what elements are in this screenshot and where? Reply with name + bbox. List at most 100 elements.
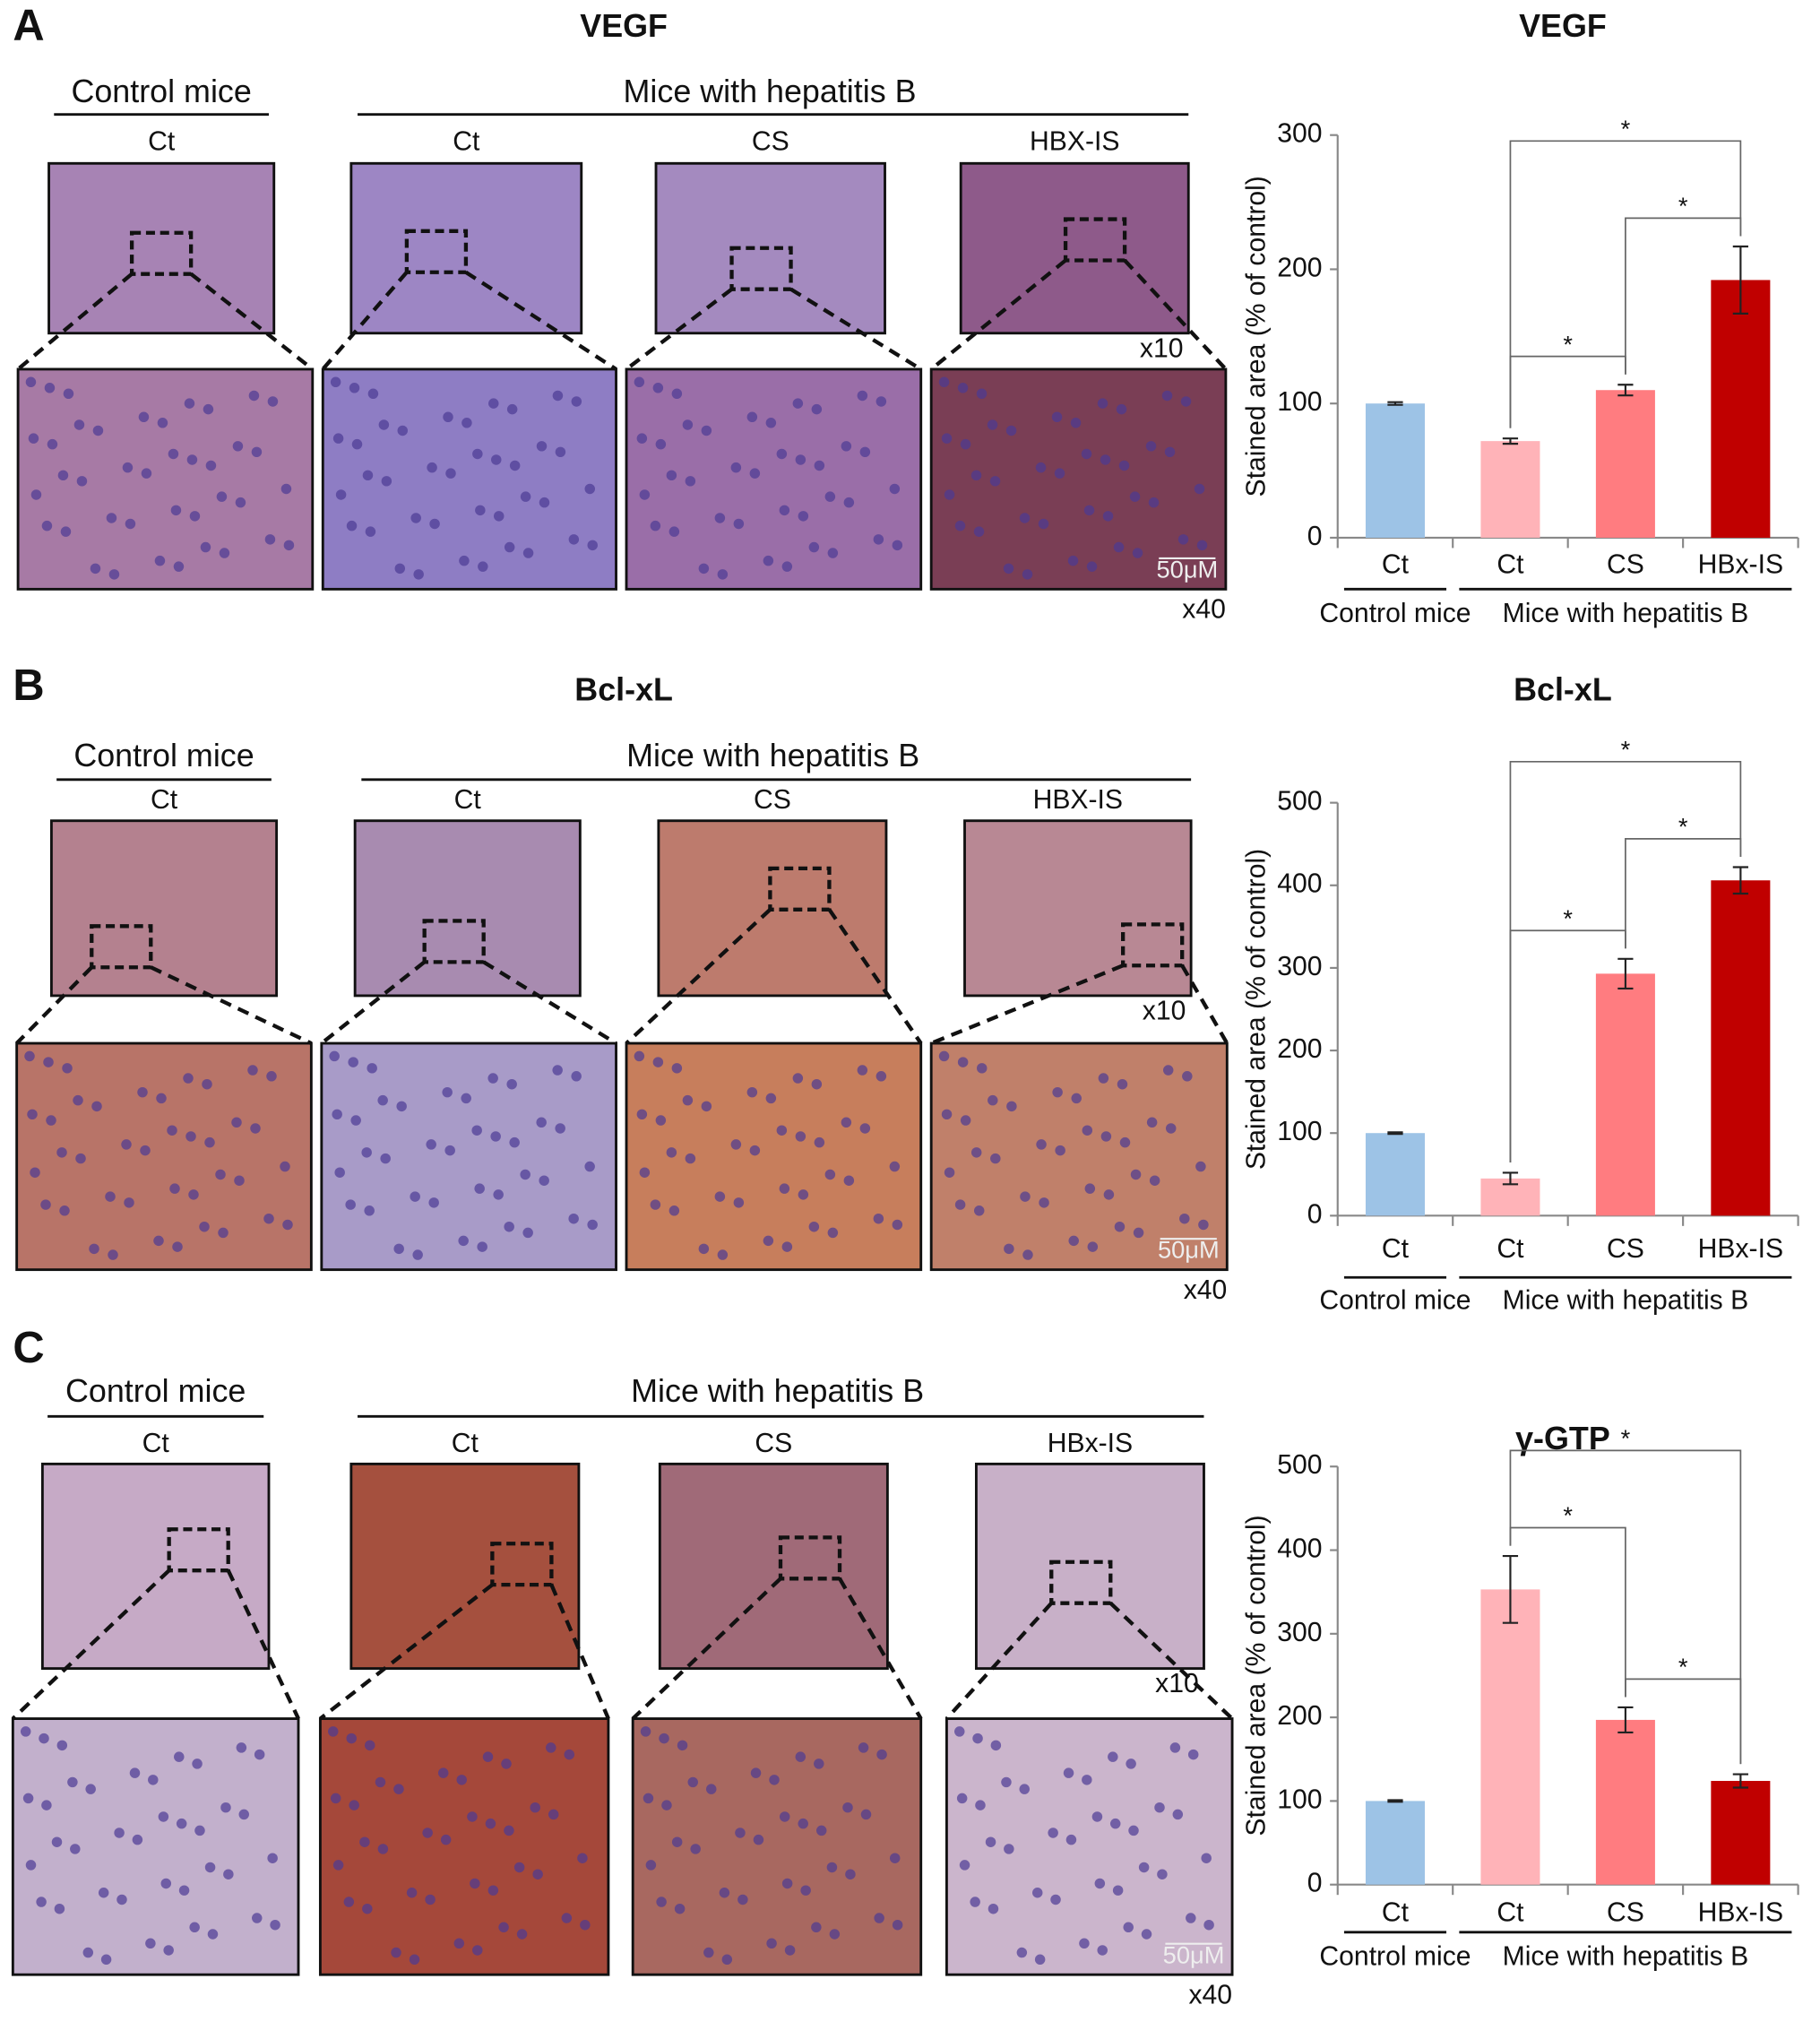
nucleus (409, 1954, 420, 1965)
nucleus (425, 1894, 436, 1905)
nucleus (776, 448, 788, 460)
nucleus (413, 569, 424, 580)
histology-high-mag (11, 1717, 300, 1976)
nucleus (717, 1249, 729, 1260)
zoom-line (189, 272, 315, 371)
nucleus (487, 1885, 499, 1896)
group-label: Mice with hepatitis B (631, 1373, 924, 1409)
nucleus (235, 497, 246, 508)
nucleus (1022, 1249, 1033, 1260)
nucleus (892, 1219, 903, 1231)
nucleus (200, 541, 211, 553)
nucleus (1100, 454, 1111, 465)
nucleus (666, 1147, 677, 1158)
nucleus (730, 462, 742, 473)
nucleus (178, 1885, 190, 1896)
histology-high-mag (321, 367, 617, 591)
nucleus (682, 1094, 694, 1106)
bar (1595, 390, 1655, 538)
group-label: Control mice (1319, 1941, 1471, 1971)
nucleus (987, 419, 998, 430)
nucleus (811, 1922, 822, 1933)
nucleus (67, 1776, 78, 1788)
nucleus (247, 1065, 258, 1076)
nucleus (1097, 1945, 1108, 1956)
nucleus (1145, 441, 1157, 452)
nucleus (1070, 418, 1082, 428)
nucleus (252, 1913, 263, 1923)
nucleus (189, 1922, 200, 1933)
nucleus (1006, 1101, 1017, 1112)
nucleus (636, 1109, 648, 1120)
nucleus (346, 1733, 357, 1744)
nucleus (185, 1131, 196, 1142)
nucleus (160, 1878, 172, 1889)
nucleus (250, 1123, 261, 1134)
scale-bar-label: 50μM (1157, 555, 1219, 583)
nucleus (721, 1954, 733, 1965)
nucleus (491, 454, 502, 465)
nucleus (458, 1235, 469, 1247)
nucleus (1004, 1844, 1014, 1854)
nucleus (132, 1834, 143, 1845)
zoom-line (321, 271, 409, 371)
nucleus (39, 1733, 49, 1744)
nucleus (735, 1828, 746, 1838)
nucleus (459, 555, 470, 566)
histology-low-mag (49, 819, 279, 998)
nucleus (283, 540, 295, 551)
nucleus (498, 1922, 509, 1933)
nucleus (361, 1147, 372, 1158)
nucleus (346, 520, 358, 531)
nucleus (889, 1853, 901, 1863)
nucleus (349, 1800, 359, 1810)
histology-high-mag (625, 367, 923, 591)
nucleus (509, 460, 521, 471)
y-tick-label: 0 (1307, 522, 1323, 551)
nucleus (20, 1726, 31, 1737)
nucleus (280, 483, 292, 495)
histology-low-mag (40, 1462, 271, 1671)
nucleus (168, 448, 179, 460)
nucleus (682, 419, 694, 430)
nucleus (410, 1191, 420, 1202)
nucleus (988, 1094, 998, 1106)
nucleus (85, 1784, 96, 1794)
group-label: Mice with hepatitis B (1503, 1285, 1749, 1315)
nucleus (1203, 1919, 1214, 1931)
zoom-line (625, 908, 772, 1045)
magnification-label: x10 (1140, 333, 1184, 363)
nucleus (858, 1742, 869, 1753)
nucleus (506, 403, 518, 415)
nucleus (954, 520, 966, 531)
nucleus (43, 1057, 54, 1067)
image-label: HBX-IS (1030, 126, 1119, 156)
nucleus (381, 476, 392, 487)
nucleus (938, 1050, 950, 1062)
nucleus (685, 476, 696, 487)
nucleus (470, 1878, 480, 1889)
nucleus (795, 1751, 806, 1762)
nucleus (1169, 1742, 1181, 1753)
nucleus (501, 1758, 512, 1769)
nucleus (467, 1811, 478, 1822)
nucleus (174, 1751, 185, 1762)
nucleus (1019, 1784, 1030, 1794)
nucleus (504, 541, 515, 553)
nucleus (941, 433, 953, 444)
nucleus (422, 1828, 433, 1838)
image-label: CS (752, 126, 789, 156)
nucleus (76, 476, 88, 487)
nucleus (584, 483, 595, 495)
nucleus (587, 1219, 598, 1231)
nucleus (367, 388, 379, 400)
nucleus (1098, 1073, 1109, 1084)
nucleus (769, 1775, 780, 1785)
zoom-line (930, 963, 1124, 1046)
nucleus (800, 1885, 811, 1896)
nucleus (737, 1894, 748, 1905)
nucleus (655, 438, 667, 450)
histology-high-mag (929, 367, 1228, 591)
y-axis-label: Stained area (% of control) (1242, 849, 1272, 1170)
nucleus (28, 433, 39, 444)
